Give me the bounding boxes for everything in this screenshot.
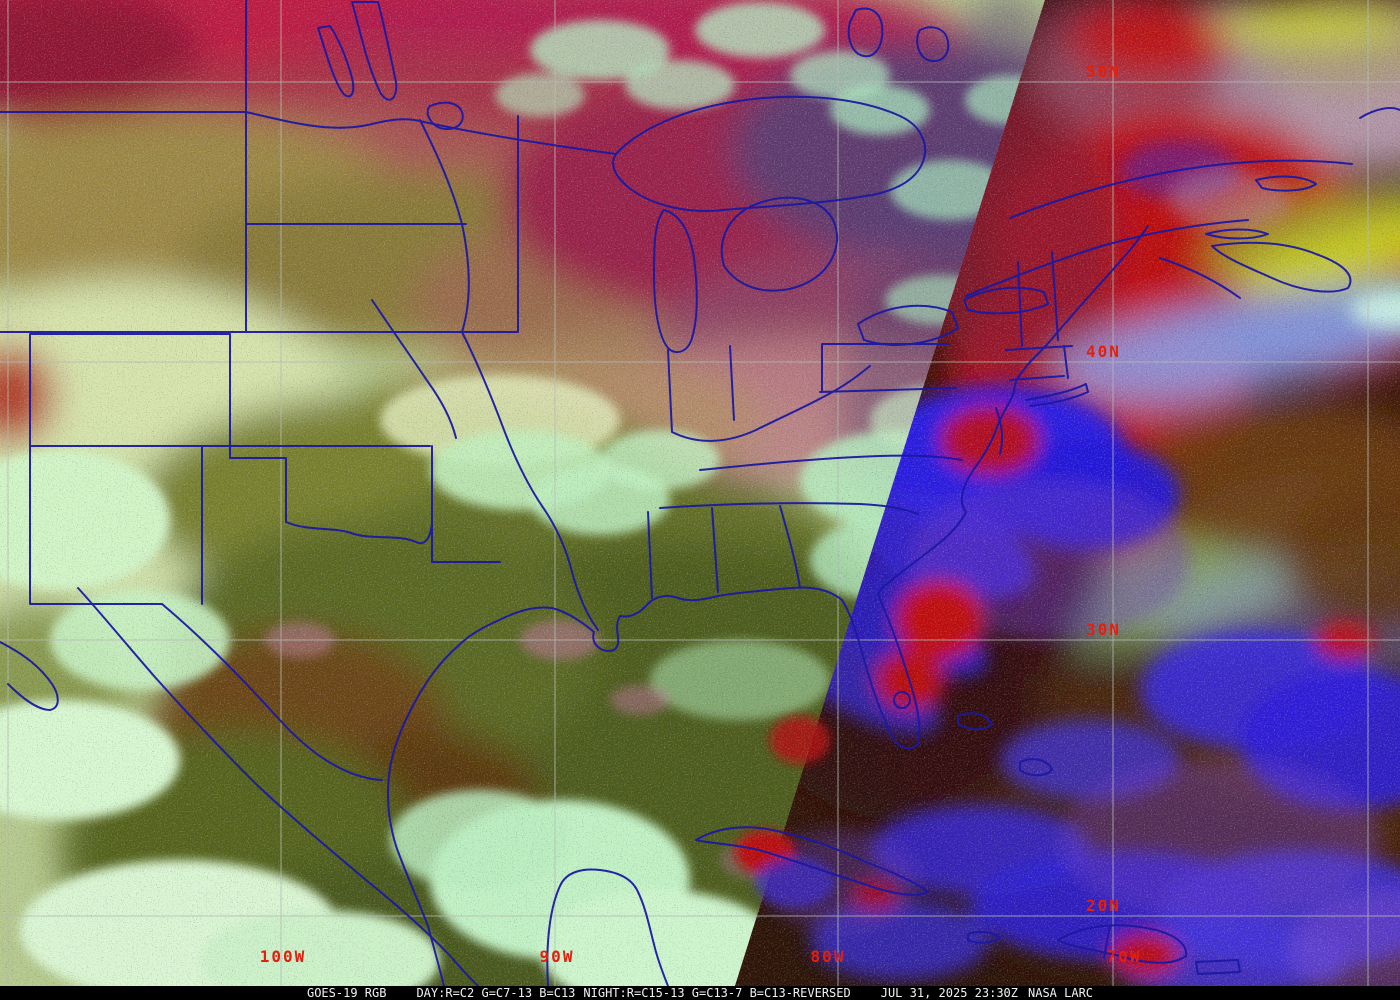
puerto-rico-outline <box>1195 959 1241 975</box>
night-recipe-label: NIGHT:R=C15-13 G=C13-7 B=C13-REVERSED <box>583 986 851 1000</box>
new-england-borders <box>1005 251 1089 407</box>
canadian-lakes <box>317 1 950 130</box>
mexico-coastlines <box>0 587 479 986</box>
canada-border <box>0 0 617 155</box>
credit-label: NASA LARC <box>1028 986 1094 1000</box>
timestamp-label: JUL 31, 2025 23:30Z <box>880 986 1018 1000</box>
us-coastline <box>387 225 1149 986</box>
lake-ontario <box>963 286 1049 315</box>
lat-label-40n: 40N <box>1086 342 1121 361</box>
lon-label-100w: 100W <box>260 947 307 966</box>
status-bar: GOES-19 RGB DAY:R=C2 G=C7-13 B=C13 NIGHT… <box>0 986 1400 1000</box>
satellite-product-label: GOES-19 RGB <box>306 986 387 1000</box>
western-state-borders <box>0 111 519 781</box>
lon-label-70w: 70W <box>1107 947 1142 966</box>
jamaica-outline <box>967 930 1001 944</box>
lake-okeechobee <box>893 691 911 709</box>
bahamas-outlines <box>957 712 1053 777</box>
lon-label-90w: 90W <box>540 947 575 966</box>
lake-superior <box>612 95 926 212</box>
yucatan-peninsula <box>546 868 669 986</box>
lat-label-30n: 30N <box>1086 620 1121 639</box>
hispaniola-outline <box>1057 924 1188 964</box>
lake-erie <box>857 304 959 346</box>
canada-east-coastlines <box>965 107 1400 299</box>
day-recipe-label: DAY:R=C2 G=C7-13 B=C13 <box>416 986 576 1000</box>
grid-labels: 50N 40N 30N 20N 100W 90W 80W 70W <box>260 62 1142 966</box>
delmarva-inlet <box>995 407 1004 455</box>
lat-label-50n: 50N <box>1086 62 1121 81</box>
lat-label-20n: 20N <box>1086 896 1121 915</box>
lake-michigan <box>653 209 698 354</box>
cuba-outline <box>695 826 929 896</box>
lon-label-80w: 80W <box>811 947 846 966</box>
lake-huron <box>720 196 838 292</box>
